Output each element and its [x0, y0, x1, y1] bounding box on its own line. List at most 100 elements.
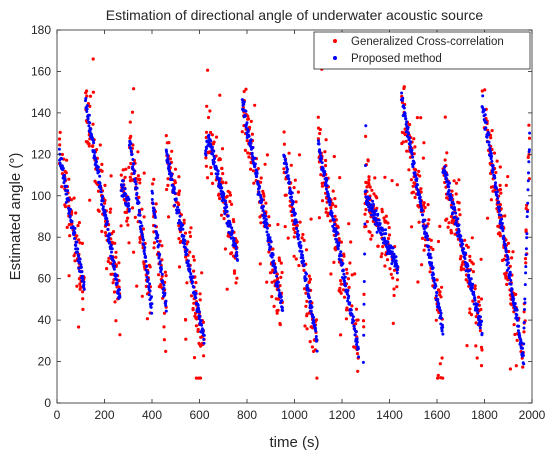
gcc-point: [188, 230, 192, 234]
gcc-point: [367, 175, 371, 179]
proposed-point: [298, 240, 302, 244]
gcc-point: [88, 104, 92, 108]
proposed-point: [320, 161, 324, 165]
gcc-point: [126, 216, 130, 220]
proposed-point: [158, 262, 162, 266]
proposed-point: [234, 247, 238, 251]
gcc-point: [81, 297, 85, 301]
gcc-point: [283, 225, 287, 229]
proposed-point: [334, 227, 338, 231]
gcc-point: [96, 189, 101, 193]
x-tick-label: 200: [94, 408, 114, 422]
proposed-point: [270, 255, 274, 259]
proposed-point: [522, 326, 526, 330]
gcc-point: [426, 222, 430, 226]
proposed-point: [178, 214, 182, 218]
proposed-point: [436, 297, 440, 301]
gcc-point: [407, 168, 411, 172]
gcc-point: [350, 273, 354, 277]
gcc-point: [318, 127, 322, 132]
gcc-point: [363, 192, 367, 196]
gcc-point: [243, 148, 247, 152]
gcc-point: [438, 293, 442, 297]
proposed-point: [264, 214, 268, 218]
gcc-point: [296, 190, 300, 194]
gcc-point: [370, 234, 374, 238]
legend: Generalized Cross-correlation Proposed m…: [313, 31, 531, 70]
proposed-point: [341, 262, 345, 265]
proposed-point: [363, 252, 367, 256]
proposed-point: [105, 220, 109, 224]
gcc-point: [228, 191, 232, 195]
gcc-point: [158, 285, 162, 289]
proposed-point: [526, 179, 530, 183]
proposed-point: [324, 187, 328, 191]
gcc-point: [293, 178, 297, 182]
proposed-point: [350, 313, 354, 316]
gcc-point: [191, 306, 195, 311]
proposed-point: [90, 133, 93, 137]
proposed-point: [493, 176, 497, 180]
gcc-point: [177, 189, 182, 193]
gcc-point: [198, 298, 202, 302]
gcc-point: [128, 120, 132, 124]
gcc-point: [332, 154, 336, 159]
y-tick-label: 60: [38, 272, 52, 286]
proposed-point: [98, 174, 102, 178]
proposed-point: [85, 110, 89, 113]
proposed-point: [421, 224, 425, 228]
gcc-point: [392, 287, 396, 291]
proposed-point: [427, 244, 430, 248]
gcc-point: [292, 227, 296, 231]
gcc-point: [168, 157, 172, 161]
gcc-point: [244, 87, 248, 91]
gcc-point: [278, 323, 282, 327]
gcc-point: [356, 369, 360, 373]
proposed-point: [310, 305, 314, 309]
gcc-point: [497, 215, 502, 219]
x-tick-label: 1200: [329, 408, 356, 422]
proposed-point: [315, 349, 319, 353]
proposed-point: [301, 253, 304, 257]
proposed-point: [202, 333, 206, 337]
proposed-point: [100, 203, 103, 206]
proposed-point: [162, 283, 166, 287]
proposed-point: [113, 264, 117, 268]
gcc-point: [474, 321, 478, 325]
proposed-point: [191, 275, 195, 279]
gcc-point: [352, 345, 356, 349]
gcc-point: [249, 119, 253, 123]
proposed-point: [185, 252, 189, 256]
gcc-point: [188, 234, 193, 238]
proposed-point: [70, 220, 74, 223]
proposed-point: [230, 232, 234, 235]
proposed-point: [104, 213, 108, 217]
proposed-point: [323, 172, 326, 176]
gcc-point: [354, 322, 358, 326]
proposed-point: [313, 323, 317, 327]
gcc-point: [395, 285, 399, 289]
proposed-point: [364, 124, 368, 128]
gcc-point: [162, 311, 167, 315]
proposed-point: [440, 323, 444, 327]
gcc-point: [524, 261, 528, 265]
gcc-point: [118, 333, 122, 337]
proposed-point: [476, 311, 480, 315]
proposed-point: [346, 288, 350, 292]
gcc-point: [320, 199, 325, 203]
gcc-point: [265, 280, 269, 284]
proposed-point: [508, 276, 511, 280]
gcc-point: [292, 186, 296, 190]
gcc-point: [422, 141, 426, 145]
gcc-point: [514, 364, 518, 368]
gcc-point: [65, 225, 69, 229]
gcc-point: [502, 257, 506, 261]
gcc-point: [333, 197, 337, 201]
proposed-point: [247, 134, 251, 138]
gcc-point: [200, 271, 204, 275]
proposed-point: [364, 189, 368, 193]
proposed-point: [411, 155, 415, 159]
proposed-point: [343, 279, 346, 283]
proposed-point: [444, 176, 448, 180]
proposed-point: [506, 255, 510, 259]
